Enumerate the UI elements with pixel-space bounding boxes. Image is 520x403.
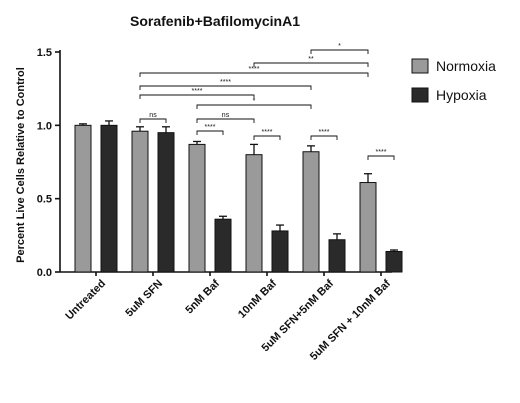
significance-label: * [253, 98, 256, 105]
significance-label: **** [249, 66, 260, 73]
y-tick-label: 1.5 [37, 47, 52, 59]
significance-label: **** [205, 124, 216, 131]
legend-swatch-normoxia [411, 58, 429, 74]
significance-label: **** [192, 88, 203, 95]
legend-label-hypoxia: Hypoxia [436, 87, 487, 103]
bar-normoxia [188, 143, 206, 273]
significance-label: ns [149, 112, 157, 119]
significance-bracket [196, 118, 255, 123]
significance-label: * [338, 43, 341, 50]
significance-label: ** [308, 56, 314, 63]
legend-swatch-hypoxia [411, 87, 429, 103]
significance-bracket [139, 94, 255, 99]
significance-label: **** [220, 79, 231, 86]
x-tick-label: 5nM Baf [183, 277, 222, 316]
significance-bracket [196, 130, 224, 135]
bar-normoxia [245, 154, 263, 273]
significance-bracket [253, 62, 369, 67]
bar-hypoxia [157, 132, 175, 273]
x-tick-label: Untreated [63, 278, 108, 323]
plot-area: 0.0 0.5 1.0 1.5 Untreated 5uM SFN 5nM Baf 10nM … [37, 43, 403, 363]
x-tick-label: 10nM Baf [236, 277, 279, 320]
bar-hypoxia [214, 218, 232, 273]
bar-normoxia [302, 151, 320, 273]
bar-hypoxia [328, 239, 346, 273]
x-tick-label: 5uM SFN [123, 278, 165, 320]
significance-label: **** [319, 129, 330, 136]
y-axis-label: Percent Live Cells Relative to Control [15, 67, 27, 263]
legend: Normoxia Hypoxia [411, 58, 496, 103]
significance-bracket [253, 135, 281, 140]
significance-bracket [310, 49, 369, 54]
significance-label: **** [262, 129, 273, 136]
significance-bracket [139, 72, 369, 77]
bar-hypoxia [385, 250, 403, 273]
significance-bracket [367, 155, 395, 160]
significance-label: **** [376, 149, 387, 156]
bar-hypoxia [271, 230, 289, 273]
legend-label-normoxia: Normoxia [436, 58, 496, 74]
bar-normoxia [359, 182, 377, 273]
significance-bracket [139, 118, 167, 123]
significance-bracket [139, 85, 312, 90]
y-tick-label: 1.0 [37, 120, 52, 132]
y-tick-label: 0.5 [37, 194, 52, 206]
bar-hypoxia [100, 124, 118, 273]
y-tick-label: 0.0 [37, 267, 52, 279]
significance-label: ns [222, 112, 230, 119]
significance-bracket [310, 135, 338, 140]
chart-title: Sorafenib+BafilomycinA1 [130, 13, 300, 29]
significance-bracket [196, 104, 312, 109]
bar-normoxia [74, 124, 92, 273]
bar-normoxia [131, 130, 149, 273]
